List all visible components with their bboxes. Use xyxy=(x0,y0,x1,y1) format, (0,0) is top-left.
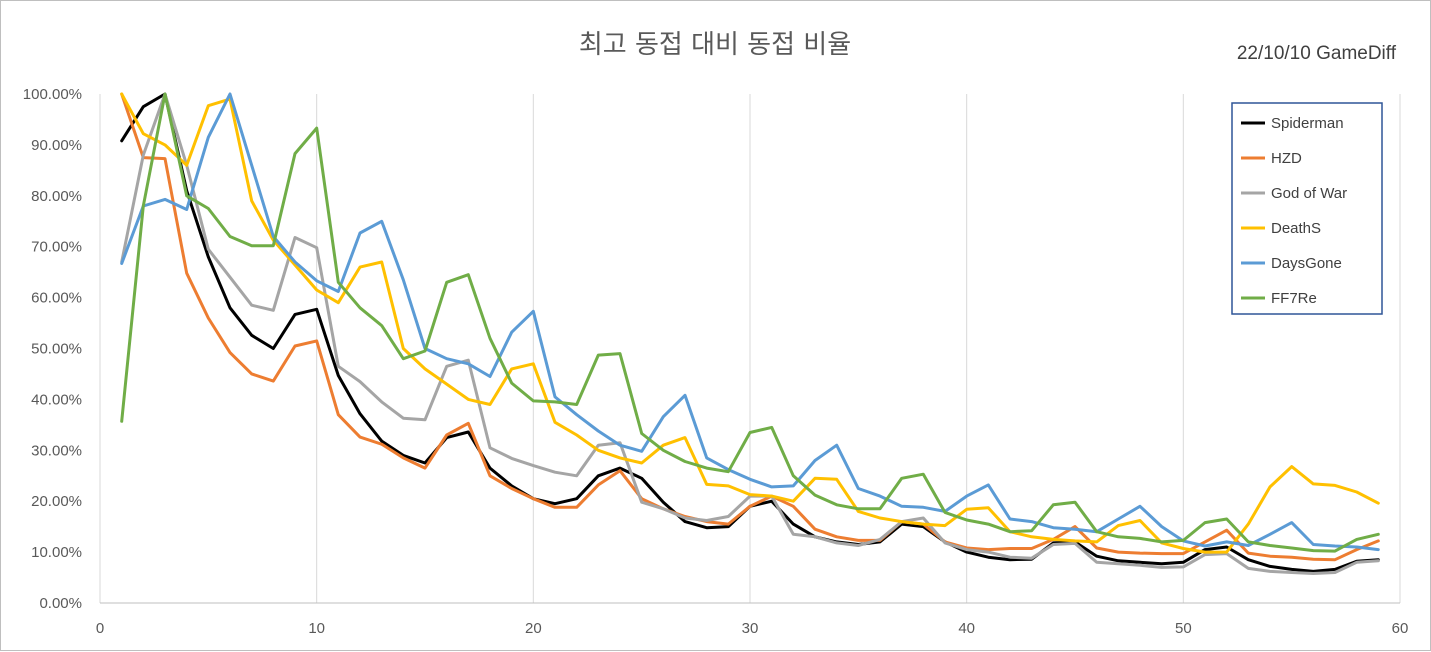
y-tick-label: 50.00% xyxy=(31,341,82,358)
grid-lines xyxy=(316,94,1401,603)
legend-box xyxy=(1231,102,1383,315)
y-tick-label: 40.00% xyxy=(31,391,82,408)
legend-label-god-of-war: God of War xyxy=(1271,185,1347,202)
series-line-deaths xyxy=(120,92,1380,554)
axes: 0 10 20 30 40 50 60 0.00% 10.00% 20.00% 30.00% 40.0… xyxy=(23,86,1409,637)
chart-subtitle: 22/10/10 GameDiff xyxy=(1237,43,1397,64)
legend-label-daysgone: DaysGone xyxy=(1271,255,1342,272)
series-line-hzd xyxy=(120,92,1380,562)
y-tick-label: 30.00% xyxy=(31,442,82,459)
legend-label-spiderman: Spiderman xyxy=(1271,115,1344,132)
series-lines xyxy=(120,92,1380,575)
x-tick-label: 50 xyxy=(1175,620,1192,637)
y-tick-label: 60.00% xyxy=(31,290,82,307)
x-tick-label: 40 xyxy=(958,620,975,637)
y-tick-label: 80.00% xyxy=(31,188,82,205)
legend-label-hzd: HZD xyxy=(1271,150,1302,167)
legend-label-ff7re: FF7Re xyxy=(1271,290,1317,307)
x-tick-label: 60 xyxy=(1392,620,1409,637)
x-tick-label: 30 xyxy=(742,620,759,637)
x-tick-label: 20 xyxy=(525,620,542,637)
y-tick-label: 20.00% xyxy=(31,493,82,510)
y-tick-label: 70.00% xyxy=(31,239,82,256)
x-tick-label: 10 xyxy=(308,620,325,637)
legend: Spiderman HZD God of War DeathS DaysGone FF7R… xyxy=(1231,102,1383,315)
y-tick-label: 0.00% xyxy=(39,595,82,612)
series-line-daysgone xyxy=(120,92,1380,552)
chart-title: 최고 동접 대비 동접 비율 xyxy=(579,30,851,60)
y-tick-label: 100.00% xyxy=(23,86,82,103)
y-tick-label: 10.00% xyxy=(31,544,82,561)
y-tick-label: 90.00% xyxy=(31,137,82,154)
series-line-ff7re xyxy=(120,92,1380,553)
x-tick-label: 0 xyxy=(96,620,104,637)
legend-label-deaths: DeathS xyxy=(1271,220,1321,237)
